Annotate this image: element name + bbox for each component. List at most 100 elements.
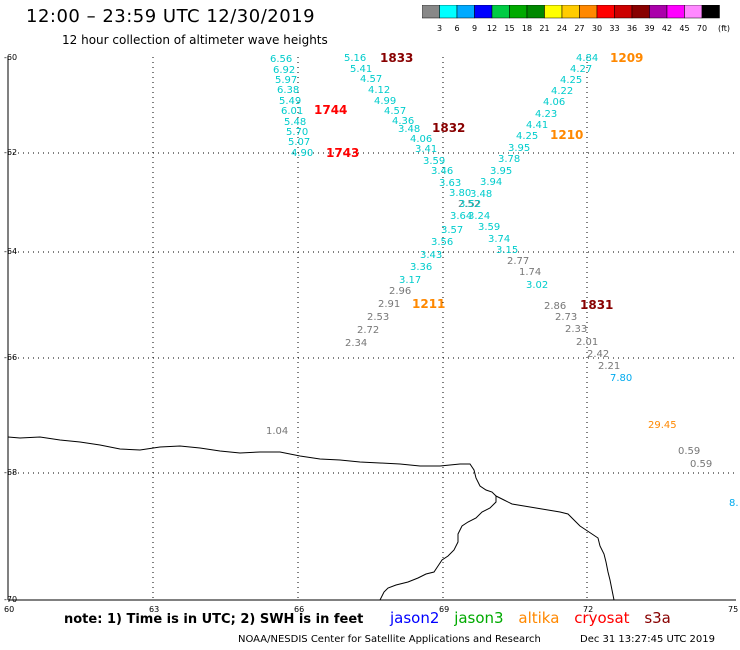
credit-line: NOAA/NESDIS Center for Satellite Applica… bbox=[238, 634, 541, 645]
track-time-label: 1209 bbox=[610, 51, 643, 65]
legend-level-label: 30 bbox=[592, 24, 602, 33]
wave-height-value: 4.27 bbox=[570, 64, 592, 75]
legend-level-label: 42 bbox=[662, 24, 672, 33]
wave-height-value: 8. bbox=[729, 498, 739, 509]
wave-height-value: 5.97 bbox=[275, 75, 297, 86]
legend-level-label: 24 bbox=[557, 24, 567, 33]
wave-height-value: 5.16 bbox=[344, 53, 366, 64]
legend-level-label: 21 bbox=[539, 24, 549, 33]
wave-height-value: 6.92 bbox=[273, 65, 295, 76]
wave-height-value: 2.52 bbox=[458, 199, 480, 210]
lon-label: 60 bbox=[4, 605, 14, 614]
wave-height-color-legend: 3 6 9 12 15 18 21 24 27 30 33 36 39 42 45 70 (ft) bbox=[422, 5, 730, 33]
wave-height-value: 0.59 bbox=[690, 459, 712, 470]
wave-height-value: 4.84 bbox=[576, 53, 598, 64]
legend-level-label: 36 bbox=[627, 24, 637, 33]
lat-label: -60 bbox=[4, 53, 17, 62]
legend-level-label: 39 bbox=[644, 24, 654, 33]
legend-level-label: 6 bbox=[454, 24, 459, 33]
wave-height-value: 2.33 bbox=[565, 324, 587, 335]
mission-s3a: s3a bbox=[644, 609, 671, 627]
wave-height-value: 5.07 bbox=[288, 137, 310, 148]
wave-height-value: 3.48 bbox=[470, 189, 492, 200]
wave-height-value: 6.01 bbox=[281, 106, 303, 117]
legend-level-label: 15 bbox=[504, 24, 514, 33]
lat-label: -70 bbox=[4, 595, 17, 604]
wave-height-value: 6.56 bbox=[270, 54, 292, 65]
wave-height-value: 3.17 bbox=[399, 275, 421, 286]
lat-label: -68 bbox=[4, 468, 17, 477]
legend-level-label: 33 bbox=[609, 24, 619, 33]
wave-height-value: 2.34 bbox=[345, 338, 367, 349]
wave-height-value: 3.57 bbox=[441, 225, 463, 236]
map-title: 12:00 – 23:59 UTC 12/30/2019 bbox=[26, 6, 316, 27]
wave-height-value: 5.48 bbox=[284, 117, 306, 128]
observation-layer: 6.566.925.976.385.496.015.485.705.074.90… bbox=[266, 53, 739, 509]
wave-height-value: 5.70 bbox=[286, 127, 308, 138]
wave-height-value: 4.90 bbox=[291, 148, 313, 159]
legend-level-label: 3 bbox=[437, 24, 442, 33]
wave-height-value: 3.24 bbox=[468, 211, 490, 222]
wave-height-value: 4.22 bbox=[551, 86, 573, 97]
legend-level-label: 27 bbox=[574, 24, 584, 33]
wave-height-value: 3.95 bbox=[490, 166, 512, 177]
wave-height-value: 4.36 bbox=[392, 116, 414, 127]
wave-height-value: 3.95 bbox=[508, 143, 530, 154]
legend-level-label: 18 bbox=[522, 24, 532, 33]
coastline-east bbox=[495, 495, 615, 601]
wave-height-value: 4.23 bbox=[535, 109, 557, 120]
wave-height-value: 3.52 bbox=[459, 199, 481, 210]
wave-height-value: 3.48 bbox=[398, 124, 420, 135]
wave-height-value: 4.99 bbox=[374, 96, 396, 107]
mission-jason3: jason3 bbox=[454, 609, 504, 627]
mission-legend: jason2 jason3 altika cryosat s3a bbox=[390, 609, 681, 627]
legend-level-label: 9 bbox=[472, 24, 477, 33]
lon-label: 72 bbox=[583, 605, 593, 614]
wave-height-value: 3.63 bbox=[439, 178, 461, 189]
mission-altika: altika bbox=[518, 609, 560, 627]
wave-height-value: 1.74 bbox=[519, 267, 541, 278]
generation-timestamp: Dec 31 13:27:45 UTC 2019 bbox=[580, 634, 715, 645]
lat-label: -66 bbox=[4, 353, 17, 362]
wave-height-value: 5.49 bbox=[279, 96, 301, 107]
track-time-label: 1831 bbox=[580, 298, 613, 312]
wave-height-value: 2.01 bbox=[576, 337, 598, 348]
wave-height-value: 4.25 bbox=[516, 131, 538, 142]
wave-height-value: 2.77 bbox=[507, 256, 529, 267]
lon-label: 69 bbox=[439, 605, 449, 614]
wave-height-value: 3.41 bbox=[415, 144, 437, 155]
wave-height-value: 4.25 bbox=[560, 75, 582, 86]
wave-height-value: 4.06 bbox=[410, 134, 432, 145]
wave-height-value: 3.02 bbox=[526, 280, 548, 291]
wave-height-value: 6.38 bbox=[277, 85, 299, 96]
mission-cryosat: cryosat bbox=[574, 609, 630, 627]
map-graticule bbox=[8, 57, 736, 600]
wave-height-value: 3.36 bbox=[410, 262, 432, 273]
legend-level-label: 12 bbox=[487, 24, 497, 33]
wave-height-value: 3.94 bbox=[480, 177, 502, 188]
legend-level-label: 70 bbox=[697, 24, 707, 33]
wave-height-value: 2.73 bbox=[555, 312, 577, 323]
wave-height-value: 29.45 bbox=[648, 420, 677, 431]
lon-label: 66 bbox=[294, 605, 304, 614]
lat-label: -64 bbox=[4, 247, 17, 256]
wave-height-value: 3.80 bbox=[449, 188, 471, 199]
wave-height-value: 0.59 bbox=[678, 446, 700, 457]
track-time-label: 1744 bbox=[314, 103, 347, 117]
footer-note: note: 1) Time is in UTC; 2) SWH is in fe… bbox=[64, 612, 364, 627]
wave-height-value: 4.57 bbox=[360, 74, 382, 85]
map-frame-border bbox=[7, 57, 736, 601]
wave-height-value: 3.59 bbox=[478, 222, 500, 233]
wave-height-value: 2.42 bbox=[587, 349, 609, 360]
track-time-label: 1210 bbox=[550, 128, 583, 142]
wave-height-value: 7.80 bbox=[610, 373, 632, 384]
track-time-label: 1832 bbox=[432, 121, 465, 135]
wave-height-value: 3.56 bbox=[431, 237, 453, 248]
wave-height-value: 3.15 bbox=[496, 245, 518, 256]
legend-unit: (ft) bbox=[718, 24, 730, 33]
wave-height-value: 2.72 bbox=[357, 325, 379, 336]
mission-jason2: jason2 bbox=[390, 609, 440, 627]
wave-height-value: 1.04 bbox=[266, 426, 288, 437]
lat-label: -62 bbox=[4, 148, 17, 157]
